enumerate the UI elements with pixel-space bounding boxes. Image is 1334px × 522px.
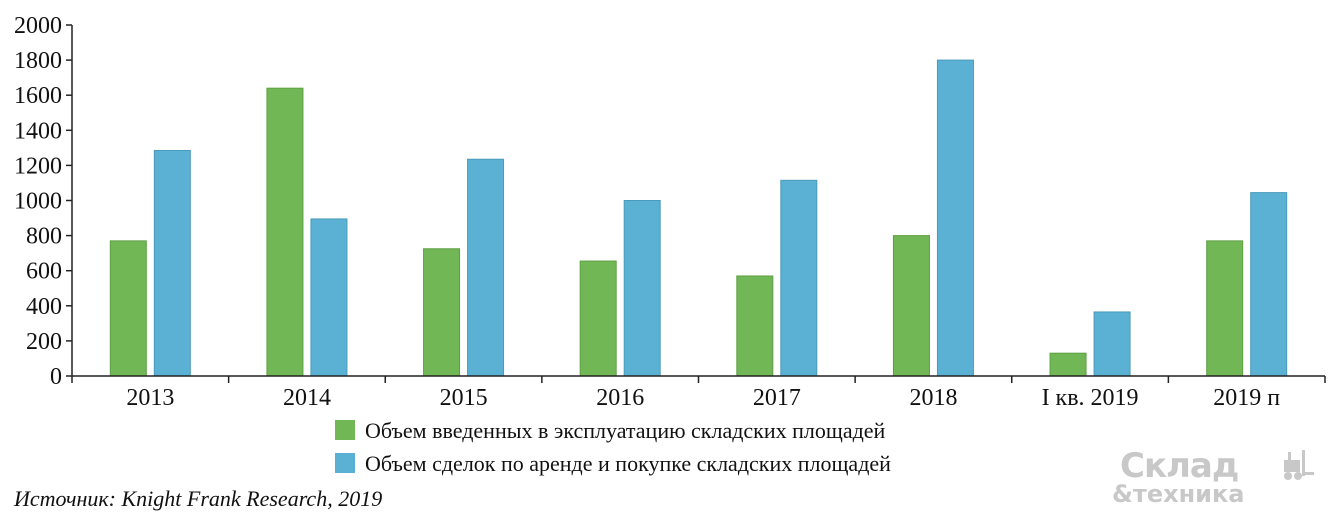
x-tick-label: 2017 <box>753 385 801 411</box>
bar-built <box>266 87 304 377</box>
legend: Объем введенных в эксплуатацию складских… <box>335 418 891 476</box>
bars <box>109 59 1288 377</box>
watermark-title: Склад <box>1120 446 1239 486</box>
bar-built <box>109 240 147 377</box>
source-note: Источник: Knight Frank Research, 2019 <box>14 486 383 511</box>
legend-label-deals: Объем сделок по аренде и покупке складск… <box>365 451 891 476</box>
y-axis-ticks: 0 200 400 600 800 1000 1200 1400 1600 1800 2000 <box>14 13 72 390</box>
bar-built <box>892 235 930 377</box>
forklift-icon <box>1284 450 1314 480</box>
x-tick-label: 2014 <box>283 385 331 411</box>
y-tick-label: 2000 <box>14 13 62 39</box>
y-tick-label: 1000 <box>14 189 62 215</box>
x-tick-label: 2019 п <box>1213 385 1280 411</box>
watermark-subtitle: &техника <box>1112 480 1245 508</box>
bar-built <box>423 248 461 377</box>
x-tick-label: 2015 <box>440 385 488 411</box>
legend-swatch-built <box>335 420 355 440</box>
bar-deals <box>153 149 191 377</box>
bar-deals <box>1093 311 1131 377</box>
bar-built <box>1206 240 1244 377</box>
y-tick-label: 600 <box>26 259 62 285</box>
bar-deals <box>623 200 661 377</box>
legend-swatch-deals <box>335 453 355 473</box>
bar-built <box>1049 352 1087 377</box>
y-tick-label: 400 <box>26 294 62 320</box>
watermark-logo: Склад &техника <box>1112 446 1322 516</box>
legend-label-built: Объем введенных в эксплуатацию складских… <box>365 418 886 443</box>
y-tick-label: 800 <box>26 224 62 250</box>
y-tick-label: 0 <box>50 364 62 390</box>
y-tick-label: 200 <box>26 329 62 355</box>
bar-deals <box>780 179 818 377</box>
y-tick-label: 1200 <box>14 153 62 179</box>
bar-deals <box>936 59 974 377</box>
bar-chart: 0 200 400 600 800 1000 1200 1400 1600 1800 2000 20… <box>14 13 1326 476</box>
bar-built <box>736 275 774 377</box>
y-tick-label: 1400 <box>14 118 62 144</box>
x-tick-label: 2018 <box>909 385 957 411</box>
x-tick-label: 2016 <box>596 385 644 411</box>
x-tick-label: I кв. 2019 <box>1042 385 1139 411</box>
bar-deals <box>310 218 348 377</box>
bar-deals <box>1250 192 1288 377</box>
bar-deals <box>467 158 505 377</box>
x-tick-label: 2013 <box>126 385 174 411</box>
y-tick-label: 1600 <box>14 83 62 109</box>
x-axis-ticks: 2013 2014 2015 2016 2017 2018 I кв. 2019 2019 п <box>71 376 1326 411</box>
bar-built <box>579 260 617 377</box>
y-tick-label: 1800 <box>14 48 62 74</box>
